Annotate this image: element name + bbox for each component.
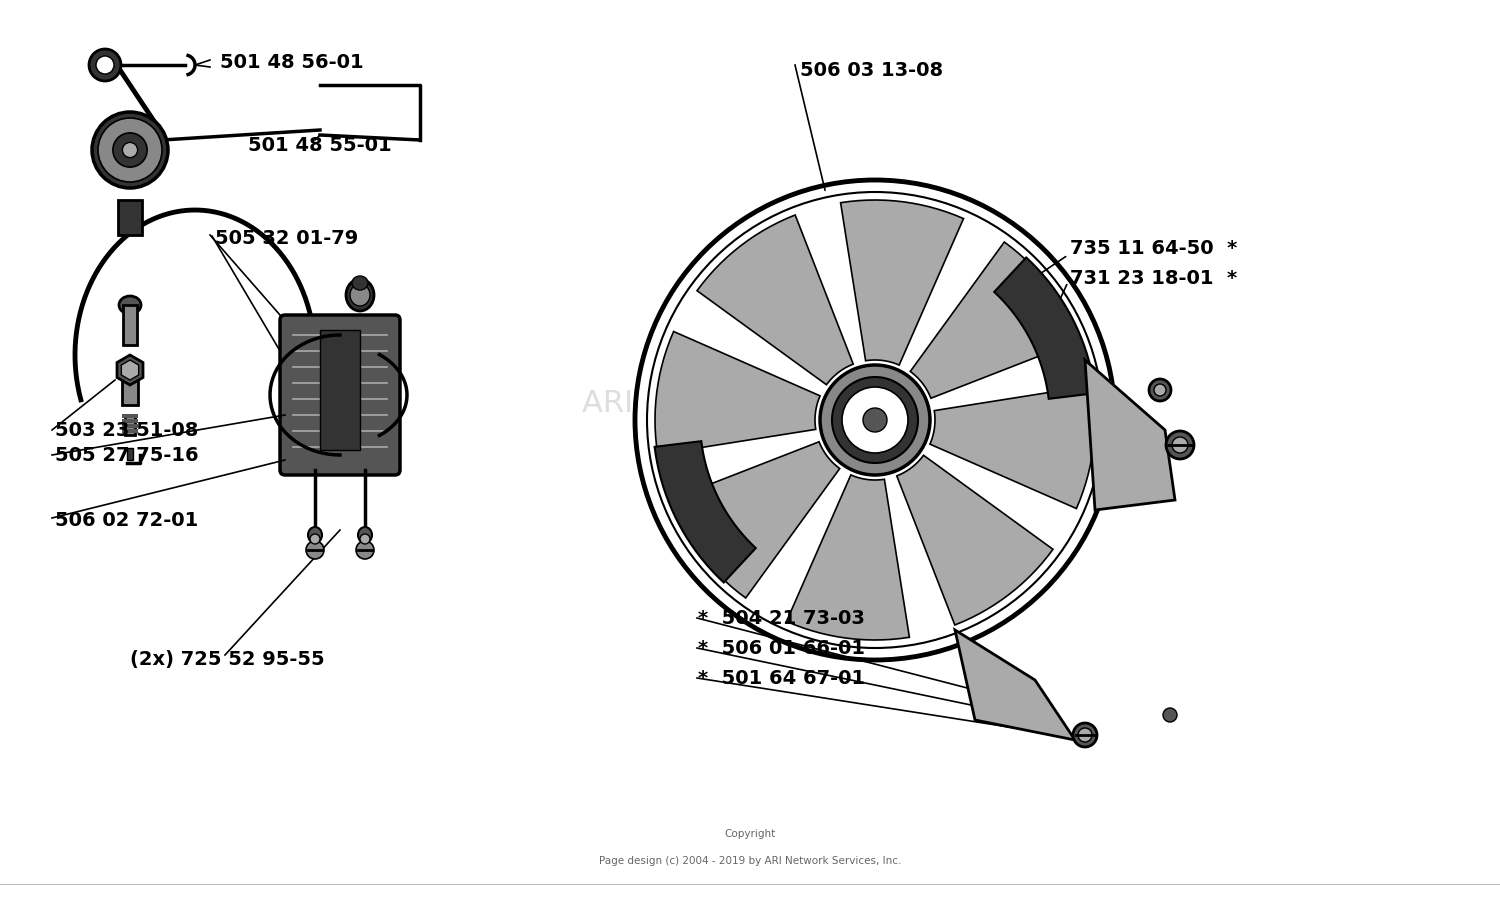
Bar [122,414,138,418]
Polygon shape [910,242,1080,398]
Bar [118,200,142,235]
Bar [320,330,360,450]
Ellipse shape [358,527,372,543]
Ellipse shape [346,279,374,311]
Circle shape [92,112,168,188]
Circle shape [123,143,138,158]
Circle shape [1078,728,1092,742]
Bar [123,305,136,345]
Bar [122,419,138,423]
Circle shape [1072,723,1096,747]
Text: *  506 01 66-01: * 506 01 66-01 [698,639,865,658]
Polygon shape [840,200,963,365]
Polygon shape [122,360,138,380]
Text: 506 02 72-01: 506 02 72-01 [56,510,198,529]
Text: Copyright: Copyright [724,829,776,840]
Polygon shape [1084,360,1174,510]
Text: 505 32 01-79: 505 32 01-79 [214,229,358,248]
Circle shape [88,49,122,81]
Ellipse shape [350,284,370,306]
Text: 501 48 56-01: 501 48 56-01 [220,53,363,72]
Polygon shape [786,475,909,640]
Polygon shape [956,630,1076,740]
Text: 505 27 75-16: 505 27 75-16 [56,446,198,465]
Polygon shape [670,441,840,598]
Polygon shape [930,386,1095,509]
Polygon shape [117,355,142,385]
Text: 506 03 13-08: 506 03 13-08 [800,60,944,80]
Polygon shape [656,332,820,455]
Circle shape [112,133,147,167]
FancyBboxPatch shape [280,315,400,475]
Text: *  501 64 67-01: * 501 64 67-01 [698,668,865,687]
Text: Page design (c) 2004 - 2019 by ARI Network Services, Inc.: Page design (c) 2004 - 2019 by ARI Netwo… [598,856,902,867]
Circle shape [833,377,918,463]
Text: 735 11 64-50  *: 735 11 64-50 * [1070,239,1238,257]
Ellipse shape [118,296,141,314]
Bar [128,448,134,460]
Ellipse shape [360,534,370,544]
Polygon shape [698,215,853,385]
Circle shape [646,192,1102,648]
Ellipse shape [308,527,322,543]
Circle shape [306,541,324,559]
Text: 501 48 55-01: 501 48 55-01 [248,135,392,154]
Circle shape [98,118,162,182]
Polygon shape [654,441,756,582]
Circle shape [1149,379,1172,401]
Ellipse shape [310,534,320,544]
Circle shape [1154,384,1166,396]
Bar [122,429,138,433]
Bar [124,415,135,435]
Text: 731 23 18-01  *: 731 23 18-01 * [1070,268,1238,288]
Circle shape [842,387,908,453]
Circle shape [1162,708,1178,722]
Circle shape [1172,437,1188,453]
Text: *  504 21 73-03: * 504 21 73-03 [698,608,865,628]
Bar [122,424,138,428]
Polygon shape [994,257,1095,399]
Ellipse shape [352,276,368,290]
Circle shape [96,56,114,74]
Circle shape [821,365,930,475]
Polygon shape [897,456,1053,625]
Bar [122,380,138,405]
Circle shape [1166,431,1194,459]
Circle shape [356,541,374,559]
Text: (2x) 725 52 95-55: (2x) 725 52 95-55 [130,650,324,669]
Circle shape [634,180,1114,660]
Circle shape [862,408,886,432]
Text: ARI PartStream: ARI PartStream [582,389,813,418]
Text: 503 23 51-08: 503 23 51-08 [56,421,198,440]
